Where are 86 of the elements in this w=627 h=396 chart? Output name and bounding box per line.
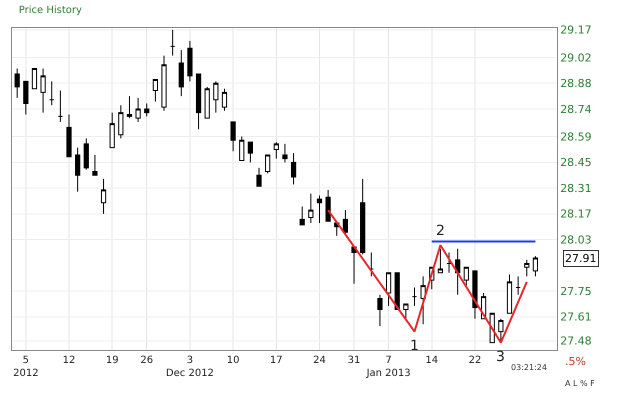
candlestick xyxy=(135,97,141,122)
y-tick-label: 28.17 xyxy=(560,208,592,221)
candlestick xyxy=(239,136,244,161)
candlestick xyxy=(100,178,106,214)
x-tick-label: 26 xyxy=(140,355,154,366)
x-tick-label: 17 xyxy=(270,355,283,366)
x-tick-label: 5 2012 xyxy=(13,355,39,379)
candlestick xyxy=(14,68,20,98)
candlestick xyxy=(498,318,504,344)
x-tick-label: 14 xyxy=(425,355,438,366)
text: .5% xyxy=(565,355,586,368)
candlestick xyxy=(360,178,366,255)
candlestick xyxy=(342,210,348,235)
candlestick xyxy=(438,248,444,274)
candlestick xyxy=(446,252,452,274)
x-tick-label: 3 Dec 2012 xyxy=(166,355,214,379)
x-tick-label: 12 xyxy=(62,355,76,366)
y-tick-label: 28.74 xyxy=(560,102,592,116)
candlestick xyxy=(23,80,28,115)
y-tick-label: 27.48 xyxy=(560,334,592,348)
candlestick xyxy=(49,80,54,106)
annotation: 2 xyxy=(436,223,445,239)
candlestick xyxy=(40,68,46,114)
candlestick xyxy=(84,138,89,170)
candlestick xyxy=(32,68,38,90)
candlestick xyxy=(248,142,253,163)
candlestick xyxy=(290,152,296,185)
candlestick xyxy=(394,272,400,310)
candlestick xyxy=(213,80,218,114)
candlestick xyxy=(265,154,270,174)
candlestick xyxy=(412,286,418,306)
candlestick xyxy=(75,147,80,192)
x-tick-label: 7 Jan 2013 xyxy=(366,355,411,379)
y-tick-label: 29.17 xyxy=(560,24,592,37)
candlestick xyxy=(222,88,228,112)
x-tick-label: 22 xyxy=(468,355,482,366)
x-tick-label: 31 xyxy=(348,355,360,366)
y-tick-label: 28.03 xyxy=(560,233,592,246)
candlestick xyxy=(368,252,374,277)
candlestick xyxy=(230,121,236,152)
candlestick xyxy=(170,29,176,56)
y-tick-label: 28.45 xyxy=(560,156,592,170)
candlestick xyxy=(187,40,193,82)
annotation: 1 xyxy=(410,338,419,354)
candlestick xyxy=(403,304,408,322)
candlestick xyxy=(58,90,63,122)
candlestick xyxy=(300,206,305,226)
text: 03:21:24 xyxy=(511,363,547,372)
candlestick xyxy=(308,193,314,224)
candlestick xyxy=(196,74,202,130)
candlestick xyxy=(204,86,210,119)
candlestick xyxy=(377,294,383,327)
candlestick xyxy=(144,102,150,117)
candlestick xyxy=(92,154,98,176)
candlestick xyxy=(282,143,288,163)
candlestick xyxy=(110,112,115,148)
x-tick-label: 24 xyxy=(313,355,326,366)
candlestick xyxy=(516,276,521,296)
candlestick xyxy=(256,167,262,187)
candlestick xyxy=(532,256,538,277)
candlestick xyxy=(126,96,132,119)
candlestick xyxy=(274,142,279,160)
candlestick xyxy=(66,114,72,158)
x-tick-label: 19 xyxy=(106,355,119,366)
candlestick xyxy=(464,266,469,286)
y-tick-label: 27.75 xyxy=(560,284,592,298)
y-tick-label: 28.31 xyxy=(560,182,592,195)
candlestick xyxy=(386,272,392,306)
y-tick-label: 29.02 xyxy=(560,51,592,64)
x-tick-label: 10 xyxy=(226,355,240,366)
y-tick-label: 28.88 xyxy=(560,77,592,90)
candlestick xyxy=(455,248,460,296)
candlestick xyxy=(118,104,124,139)
candlestick xyxy=(161,55,167,112)
chart-title: Price History xyxy=(18,4,82,16)
y-tick-label: 27.61 xyxy=(560,310,592,324)
candlestick xyxy=(152,79,158,102)
text: 27.91 xyxy=(565,252,596,265)
annotation: 3 xyxy=(496,349,505,365)
candlestick xyxy=(524,259,530,277)
candlestick xyxy=(178,50,184,97)
candlestick xyxy=(316,194,322,224)
text: A L % F xyxy=(565,379,596,388)
y-tick-label: 28.59 xyxy=(560,130,592,144)
candlestick xyxy=(506,274,512,314)
candlestick xyxy=(420,276,426,325)
